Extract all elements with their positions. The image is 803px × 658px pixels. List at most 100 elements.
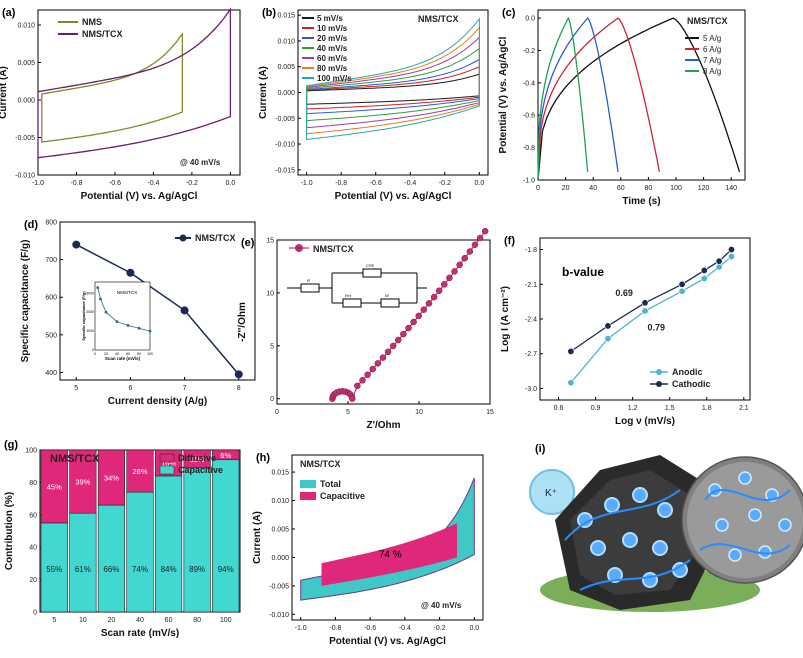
legend-entry: NMS/TCX bbox=[195, 233, 236, 243]
x-tick-label: 0.0 bbox=[474, 180, 484, 187]
y-tick-label: 0.015 bbox=[271, 470, 289, 477]
legend-entry: Total bbox=[320, 479, 341, 489]
series-line bbox=[537, 17, 619, 181]
x-axis-label: Potential (V) vs. Ag/AgCl bbox=[329, 636, 446, 647]
x-tick-label: 120 bbox=[698, 185, 710, 192]
legend-entry: 60 mV/s bbox=[317, 54, 348, 63]
chart-title: NMS/TCX bbox=[50, 453, 100, 465]
legend-entry: Cathodic bbox=[672, 379, 711, 389]
bar-label-diffusive: 11% bbox=[190, 455, 205, 464]
x-tick-label: 8 bbox=[237, 385, 241, 392]
annotation: 0.79 bbox=[647, 323, 665, 333]
ion-dots bbox=[577, 487, 688, 588]
y-tick-label: -0.4 bbox=[523, 80, 535, 87]
x-tick-label: -0.2 bbox=[186, 180, 198, 187]
x-tick-label: -1.0 bbox=[295, 625, 307, 632]
legend-entry: NMS bbox=[82, 17, 102, 27]
legend-entry: 7 A/g bbox=[703, 56, 721, 65]
x-tick-label: 60 bbox=[165, 617, 173, 624]
x-tick-label: -0.4 bbox=[399, 625, 411, 632]
x-axis-label: Scan rate (mV/s) bbox=[101, 628, 179, 639]
x-tick-label: -0.8 bbox=[329, 625, 341, 632]
x-tick-label: 6 bbox=[128, 385, 132, 392]
bar-diffusive bbox=[212, 449, 240, 461]
y-tick-label: 0.005 bbox=[271, 526, 289, 533]
series-line bbox=[75, 243, 240, 375]
bar-label-diffusive: 45% bbox=[47, 482, 62, 491]
data-point bbox=[456, 261, 463, 269]
inset-point bbox=[137, 326, 141, 330]
bar-diffusive bbox=[97, 449, 126, 506]
series-line bbox=[537, 17, 741, 181]
legend-marker bbox=[656, 369, 662, 375]
bar-label-diffusive: 16% bbox=[161, 459, 176, 468]
chart-title: NMS/TCX bbox=[418, 14, 459, 24]
data-point bbox=[234, 370, 243, 379]
series-line-nms bbox=[41, 32, 183, 143]
y-tick-label: 0.005 bbox=[17, 60, 35, 67]
y-tick-label: -0.010 bbox=[15, 173, 35, 180]
legend-entry: 5 mV/s bbox=[317, 14, 343, 23]
x-tick-label: -0.2 bbox=[439, 180, 451, 187]
x-tick-label: -0.6 bbox=[364, 625, 376, 632]
ion-dot bbox=[622, 532, 638, 548]
bar-label-diffusive: 26% bbox=[132, 467, 147, 476]
bar-label-capacitive: 94% bbox=[218, 565, 234, 574]
chart-title: b-value bbox=[562, 265, 604, 279]
y-tick-label: 100 bbox=[25, 448, 37, 455]
inset-y-tick: 1000 bbox=[86, 329, 94, 333]
legend-marker bbox=[179, 234, 187, 242]
legend-entry: Anodic bbox=[672, 367, 703, 377]
center-label: 74 % bbox=[379, 549, 402, 560]
data-point bbox=[435, 287, 443, 295]
x-tick-label: 5 bbox=[74, 385, 78, 392]
y-tick-label: -0.010 bbox=[269, 612, 289, 619]
inset-x-tick: 20 bbox=[104, 352, 108, 356]
y-tick-label: 10 bbox=[266, 290, 274, 297]
bar-label-capacitive: 84% bbox=[161, 565, 177, 574]
legend-swatch bbox=[300, 480, 316, 488]
inset-y-tick: 2000 bbox=[86, 310, 94, 314]
x-tick-label: -0.6 bbox=[109, 180, 121, 187]
y-axis-label: Specific capacitance (F/g) bbox=[20, 240, 31, 363]
panel-label: (d) bbox=[24, 219, 38, 231]
x-axis-label: Potential (V) vs. Ag/AgCl bbox=[335, 191, 452, 202]
zoom-ion-dots bbox=[708, 471, 792, 562]
bar-capacitive bbox=[154, 475, 183, 613]
data-point bbox=[700, 274, 708, 282]
ion-dot bbox=[657, 502, 673, 518]
y-tick-label: 500 bbox=[45, 332, 57, 339]
y-axis-label: Log I (A cm⁻²) bbox=[500, 286, 511, 352]
x-tick-label: -0.2 bbox=[434, 625, 446, 632]
data-point bbox=[678, 280, 686, 288]
y-tick-label: -1.8 bbox=[525, 247, 537, 254]
x-tick-label: 2.1 bbox=[739, 405, 749, 412]
bar-capacitive bbox=[212, 459, 240, 613]
legend-entry: 5 A/g bbox=[703, 34, 721, 43]
x-tick-label: -1.0 bbox=[301, 180, 313, 187]
bar-diffusive bbox=[126, 449, 154, 493]
data-point bbox=[461, 254, 468, 262]
data-point bbox=[567, 379, 575, 387]
y-tick-label: -3.0 bbox=[525, 386, 537, 393]
ion-dot bbox=[632, 487, 648, 503]
y-tick-label: 0.000 bbox=[277, 90, 295, 97]
data-point bbox=[641, 307, 649, 315]
x-tick-label: -1.0 bbox=[32, 180, 44, 187]
y-tick-label: 800 bbox=[45, 220, 57, 227]
legend-entry: Capacitive bbox=[320, 491, 365, 501]
panel-label: (h) bbox=[256, 452, 270, 464]
x-axis-label: Log ν (mV/s) bbox=[615, 416, 675, 427]
bar-capacitive bbox=[126, 491, 154, 613]
data-point bbox=[481, 227, 489, 235]
y-tick-label: 0.010 bbox=[17, 23, 35, 30]
x-tick-label: 140 bbox=[725, 185, 737, 192]
x-tick-label: 20 bbox=[108, 617, 116, 624]
chart-title: NMS/TCX bbox=[687, 16, 728, 26]
data-point bbox=[476, 234, 484, 242]
bar-label-diffusive: 34% bbox=[104, 474, 119, 483]
data-point bbox=[471, 241, 479, 249]
circuit-cpe: CPE bbox=[366, 263, 375, 268]
inset-x-tick: 60 bbox=[126, 352, 130, 356]
y-tick-label: 80 bbox=[29, 480, 37, 487]
